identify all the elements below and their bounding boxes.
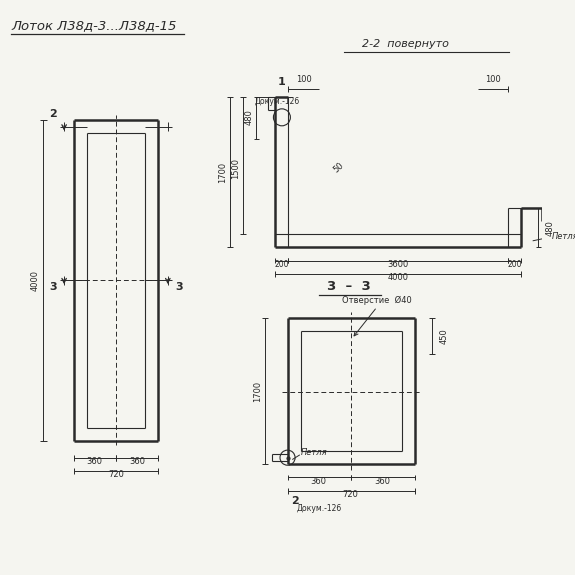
Text: 360: 360 (310, 477, 327, 486)
Text: 360: 360 (87, 457, 103, 466)
Text: 1700: 1700 (253, 381, 262, 402)
Text: 480: 480 (244, 109, 254, 125)
Text: 50: 50 (332, 160, 346, 174)
Text: 1: 1 (278, 77, 286, 87)
Text: Докум.-126: Докум.-126 (297, 504, 342, 513)
Text: Докум.-126: Докум.-126 (255, 97, 300, 106)
Text: 720: 720 (343, 490, 359, 499)
Text: 4000: 4000 (30, 270, 39, 291)
Text: 100: 100 (296, 75, 312, 85)
Text: 2: 2 (291, 496, 299, 506)
Text: 1500: 1500 (231, 158, 240, 179)
Text: 3  –  3: 3 – 3 (327, 280, 371, 293)
Text: 480: 480 (546, 220, 555, 236)
Text: 4000: 4000 (388, 274, 408, 282)
Text: 3: 3 (49, 282, 56, 292)
Text: 200: 200 (275, 260, 289, 269)
Text: 1700: 1700 (218, 162, 227, 183)
Text: 3: 3 (175, 282, 183, 292)
Text: 200: 200 (508, 260, 522, 269)
Text: 450: 450 (439, 328, 448, 344)
Text: Лоток Л38д-3...Л38д-15: Лоток Л38д-3...Л38д-15 (12, 20, 177, 32)
Text: 2: 2 (49, 109, 57, 120)
Text: 100: 100 (485, 75, 501, 85)
Text: 2-2  повернуто: 2-2 повернуто (362, 40, 449, 49)
Text: 3600: 3600 (387, 260, 408, 269)
Text: 360: 360 (375, 477, 391, 486)
Text: 360: 360 (129, 457, 145, 466)
Text: Петля: Петля (301, 448, 327, 457)
Text: Петля: Петля (551, 232, 575, 241)
Text: Отверстие  Ø40: Отверстие Ø40 (342, 296, 412, 305)
Text: 720: 720 (108, 470, 124, 480)
